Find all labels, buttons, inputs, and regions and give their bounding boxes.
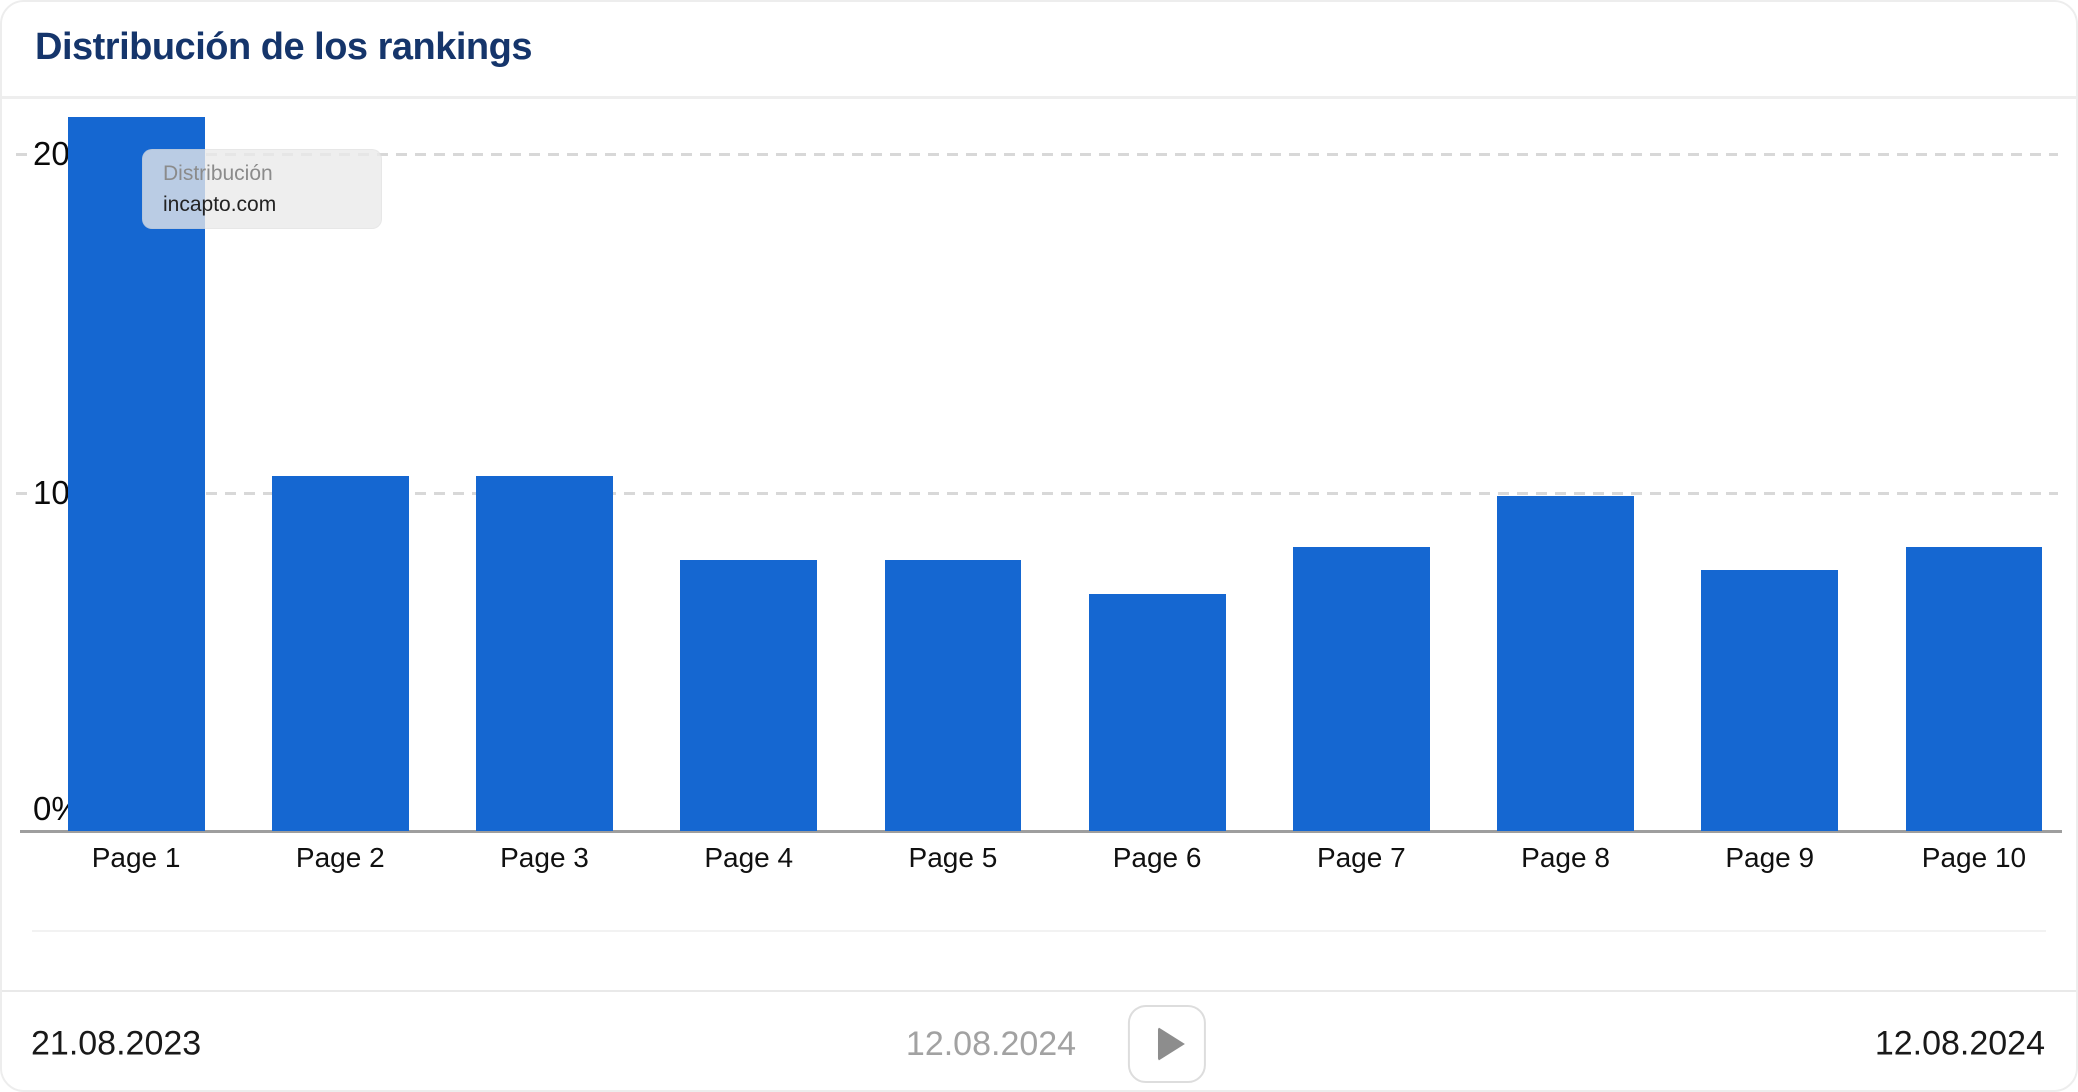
- bar-page-10[interactable]: [1905, 546, 2043, 831]
- x-axis-label: Page 1: [91, 842, 181, 873]
- timeline-start-date: 21.08.2023: [31, 1024, 202, 1063]
- x-axis-label: Page 3: [500, 842, 589, 873]
- x-axis-label: Page 5: [908, 842, 998, 873]
- x-axis-label: Page 2: [295, 842, 385, 873]
- bar-page-9[interactable]: [1701, 570, 1839, 831]
- x-axis-label: Page 10: [1921, 842, 2027, 873]
- bar-page-2[interactable]: [271, 475, 409, 831]
- bar-page-4[interactable]: [680, 560, 818, 831]
- card-header: Distribución de los rankings: [2, 2, 2076, 99]
- bar-band: [238, 99, 442, 831]
- bar-band: [1259, 99, 1463, 831]
- bar-band: [1463, 99, 1667, 831]
- bars-container: [34, 99, 2076, 831]
- bar-band: [1055, 99, 1259, 831]
- tooltip-label: Distribución: [163, 162, 273, 185]
- bar-page-3[interactable]: [476, 475, 613, 831]
- tooltip-domain: incapto.com: [163, 193, 277, 216]
- x-axis-label: Page 7: [1316, 842, 1406, 873]
- bar-band: [647, 99, 851, 831]
- timeline-current-date: 12.08.2024: [905, 1024, 1077, 1063]
- x-axis-label: Page 6: [1112, 842, 1202, 873]
- play-button[interactable]: [1128, 1005, 1207, 1083]
- bar-page-6[interactable]: [1088, 594, 1226, 831]
- gridline-20pct: [16, 153, 2058, 156]
- timeline-footer: 21.08.2023 12.08.2024 12.08.2024: [2, 990, 2076, 1090]
- bar-page-7[interactable]: [1292, 546, 1430, 831]
- card-title: Distribución de los rankings: [35, 26, 532, 68]
- chart-tooltip: Distribución incapto.com: [142, 149, 382, 229]
- timeline-controls: 12.08.2024: [905, 992, 1207, 1090]
- bar-band: [851, 99, 1055, 831]
- bar-page-5[interactable]: [884, 560, 1022, 831]
- bar-band: [1668, 99, 1872, 831]
- bar-band: [34, 99, 238, 831]
- chart-bottom-divider: [32, 930, 2046, 932]
- x-axis-label: Page 8: [1521, 842, 1610, 873]
- timeline-end-date: 12.08.2024: [1874, 1024, 2045, 1063]
- bar-band: [1872, 99, 2076, 831]
- play-icon: [1157, 1027, 1185, 1061]
- x-axis-labels: Page 1 Page 2 Page 3 Page 4 Page 5 Page 6 Page…: [34, 842, 2076, 874]
- bar-band: [442, 99, 646, 831]
- x-axis-label: Page 9: [1725, 842, 1815, 873]
- gridline-10pct: [16, 491, 2058, 495]
- bar-page-1[interactable]: [67, 116, 205, 831]
- x-axis-line: [20, 830, 2062, 833]
- x-axis-label: Page 4: [704, 842, 794, 873]
- bar-page-8[interactable]: [1497, 495, 1634, 831]
